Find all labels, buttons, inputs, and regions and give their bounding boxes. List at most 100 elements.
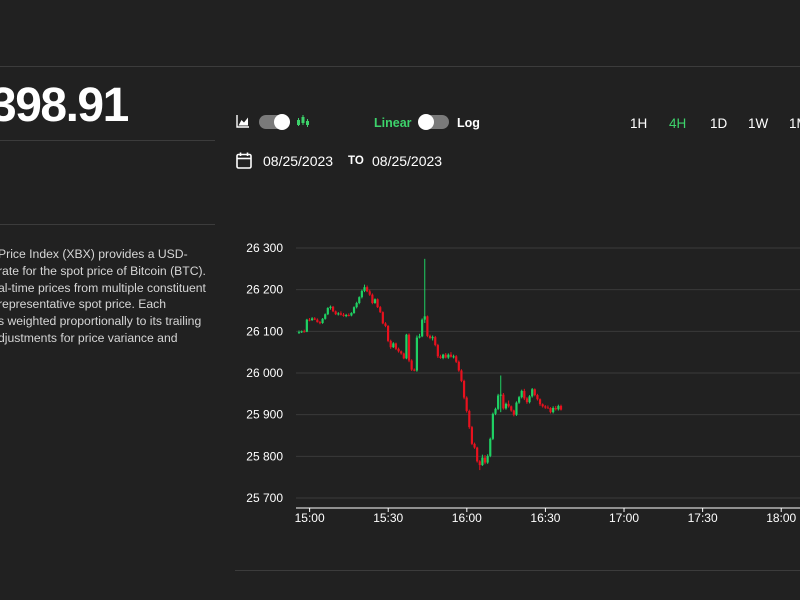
- candle-body: [407, 334, 411, 361]
- candle-body: [557, 405, 560, 410]
- candle-body: [371, 294, 374, 303]
- top-divider: [0, 66, 800, 67]
- scale-toggle-knob: [418, 114, 434, 130]
- candle-body: [520, 390, 523, 398]
- candle-body: [355, 303, 358, 308]
- x-tick-label: 16:30: [530, 511, 560, 525]
- candle-body: [436, 345, 439, 357]
- y-tick-label: 25 800: [246, 449, 283, 463]
- candle-body: [449, 354, 453, 357]
- timeframe-1d[interactable]: 1D: [710, 116, 728, 131]
- candle-body: [460, 370, 463, 381]
- y-tick-label: 26 200: [246, 283, 283, 297]
- chart-type-toggle-knob: [274, 114, 290, 130]
- candle-body: [394, 343, 398, 349]
- candle-body: [376, 299, 379, 308]
- scale-toggle[interactable]: [418, 114, 449, 130]
- timeframe-1h[interactable]: 1H: [630, 116, 648, 131]
- candle-body: [531, 389, 534, 397]
- timeframe-1m[interactable]: 1M: [789, 116, 800, 131]
- candle-body: [494, 408, 497, 414]
- timeframe-1w[interactable]: 1W: [748, 116, 769, 131]
- candle-body: [444, 354, 447, 358]
- candle-body: [402, 353, 405, 359]
- candle-body: [389, 340, 392, 348]
- candle-body: [363, 287, 366, 291]
- candle-body: [373, 299, 377, 303]
- candle-body: [515, 402, 518, 415]
- candle-body: [297, 332, 301, 334]
- description-line: s weighted proportionally to its trailin…: [0, 314, 202, 329]
- candle-body: [462, 380, 466, 398]
- candle-body: [552, 408, 555, 413]
- candle-body: [381, 312, 384, 324]
- candle-body: [517, 397, 521, 403]
- candle-body: [468, 410, 471, 428]
- calendar-icon[interactable]: [236, 152, 252, 169]
- x-tick-label: 16:00: [452, 511, 482, 525]
- candle-body: [525, 398, 529, 403]
- candle-body: [308, 319, 311, 321]
- index-description: Price Index (XBX) provides a USD- rate f…: [0, 246, 214, 347]
- candle-body: [352, 307, 356, 313]
- date-to[interactable]: 08/25/2023: [372, 153, 443, 169]
- x-tick-label: 17:00: [609, 511, 639, 525]
- description-divider: [0, 224, 215, 225]
- candle-body: [549, 408, 552, 413]
- chart-type-toggle[interactable]: [259, 114, 290, 130]
- candle-body: [418, 336, 421, 338]
- candle-body: [386, 325, 390, 341]
- candle-body: [358, 297, 361, 303]
- candle-body: [447, 354, 450, 358]
- y-tick-label: 26 000: [246, 366, 283, 380]
- candle-body: [392, 343, 395, 348]
- candle-body: [504, 403, 508, 409]
- candle-body: [339, 313, 343, 315]
- candlestick-chart-icon[interactable]: [296, 114, 310, 128]
- area-chart-icon[interactable]: [236, 114, 250, 128]
- candle-body: [305, 319, 308, 332]
- candle-body: [528, 396, 531, 403]
- description-line: djustments for price variance and: [0, 330, 178, 345]
- candle-body: [546, 407, 549, 409]
- x-tick-label: 18:00: [766, 511, 796, 525]
- candle-body: [331, 306, 335, 312]
- candle-body: [457, 361, 460, 371]
- candle-body: [481, 457, 484, 466]
- candle-body: [400, 351, 403, 354]
- candle-body: [544, 406, 547, 408]
- candle-body: [410, 360, 413, 370]
- candle-body: [465, 397, 468, 411]
- candle-body: [541, 404, 544, 407]
- scale-linear-label[interactable]: Linear: [374, 116, 412, 130]
- candle-body: [502, 394, 505, 409]
- candle-body: [324, 314, 327, 319]
- candle-body: [300, 331, 303, 333]
- candle-body: [426, 316, 429, 336]
- x-tick-label: 15:00: [295, 511, 325, 525]
- candle-body: [318, 322, 322, 324]
- y-tick-label: 26 100: [246, 324, 283, 338]
- candle-body: [329, 306, 332, 308]
- candle-body: [470, 427, 474, 444]
- candle-body: [523, 390, 526, 399]
- candle-body: [439, 356, 442, 358]
- candle-body: [538, 399, 542, 405]
- candle-body: [499, 394, 502, 396]
- date-from[interactable]: 08/25/2023: [263, 153, 334, 169]
- candle-body: [397, 348, 400, 352]
- candle-body: [337, 313, 340, 315]
- candle-body: [413, 369, 416, 371]
- candle-body: [360, 290, 363, 298]
- scale-log-label[interactable]: Log: [457, 116, 480, 130]
- candle-body: [533, 389, 536, 396]
- timeframe-4h[interactable]: 4H: [669, 116, 687, 131]
- candle-body: [452, 356, 455, 358]
- candle-body: [483, 457, 487, 463]
- candle-body: [379, 307, 382, 313]
- candle-body: [326, 308, 329, 315]
- candle-body: [428, 335, 432, 338]
- candle-body: [366, 287, 369, 292]
- candle-body: [478, 461, 481, 466]
